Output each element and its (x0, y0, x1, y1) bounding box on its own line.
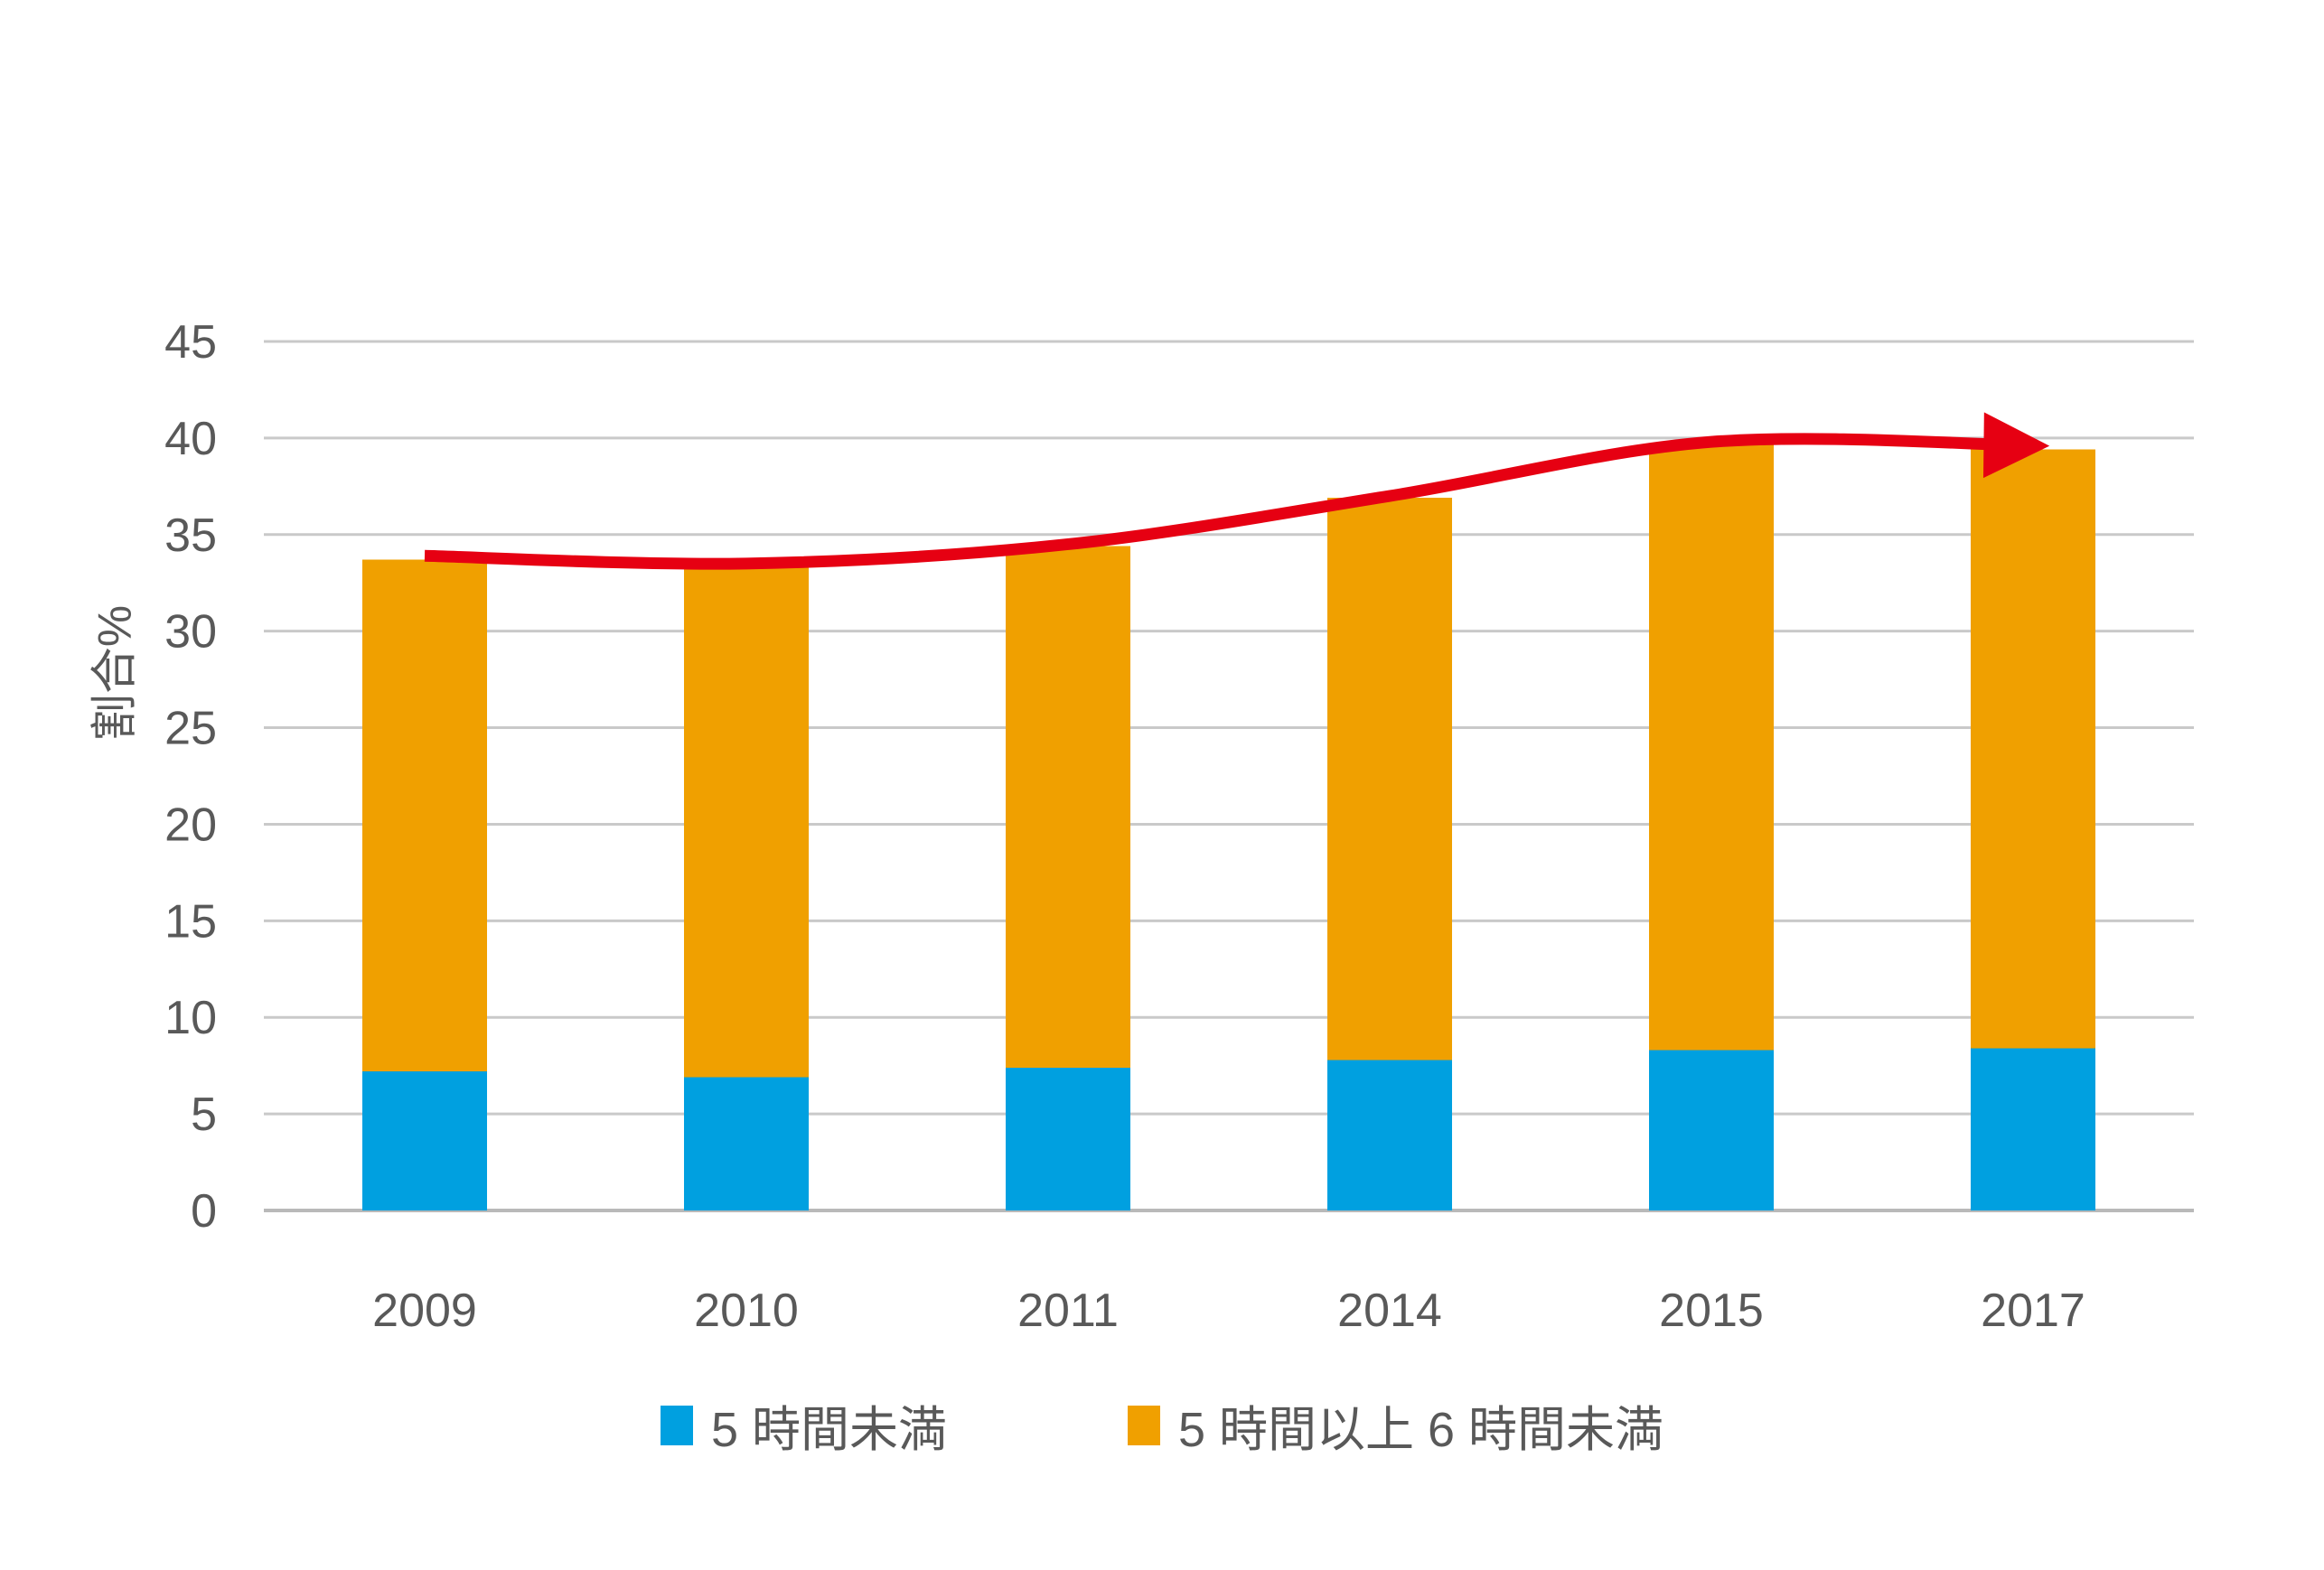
stacked-bar-2015-segment-1 (1649, 444, 1774, 1051)
legend-swatch-icon-1 (1127, 1405, 1160, 1445)
x-tick-2009: 2009 (372, 1285, 477, 1337)
legend-label-0: 5 時間未満 (710, 1403, 947, 1457)
stacked-bar-2009-segment-1 (362, 559, 487, 1072)
y-tick-30: 30 (164, 606, 217, 659)
y-tick-5: 5 (191, 1089, 217, 1141)
x-tick-2014: 2014 (1337, 1285, 1442, 1337)
stacked-bar-2010-segment-0 (684, 1077, 809, 1210)
legend-swatch-icon-0 (660, 1405, 693, 1445)
y-tick-35: 35 (164, 509, 217, 562)
legend-item-1: 5 時間以上 6 時間未満 (1127, 1389, 1664, 1461)
stacked-bar-2017-segment-0 (1971, 1048, 2095, 1210)
y-tick-0: 0 (191, 1185, 217, 1238)
stacked-bar-2017-segment-1 (1971, 449, 2095, 1049)
stacked-bar-2014-segment-0 (1327, 1060, 1452, 1210)
y-tick-45: 45 (164, 316, 217, 369)
stacked-bar-2014-segment-1 (1327, 498, 1452, 1061)
y-tick-40: 40 (164, 413, 217, 465)
y-tick-10: 10 (164, 992, 217, 1044)
x-tick-2017: 2017 (1981, 1285, 2085, 1337)
y-tick-25: 25 (164, 703, 217, 755)
stacked-bar-2010-segment-1 (684, 565, 809, 1078)
y-tick-20: 20 (164, 799, 217, 851)
y-tick-15: 15 (164, 895, 217, 948)
x-tick-2010: 2010 (694, 1285, 799, 1337)
legend: 5 時間未満 5 時間以上 6 時間未満 (0, 1389, 2324, 1461)
legend-item-0: 5 時間未満 (660, 1389, 947, 1461)
stacked-bar-2011-segment-0 (1006, 1067, 1130, 1210)
stacked-bar-2009-segment-0 (362, 1071, 487, 1210)
legend-label-1: 5 時間以上 6 時間未満 (1177, 1403, 1664, 1457)
trend-line (424, 412, 2050, 570)
x-tick-2011: 2011 (1017, 1285, 1119, 1337)
stacked-bar-2015-segment-0 (1649, 1050, 1774, 1210)
stacked-bar-2011-segment-1 (1006, 546, 1130, 1068)
x-tick-2015: 2015 (1659, 1285, 1764, 1337)
